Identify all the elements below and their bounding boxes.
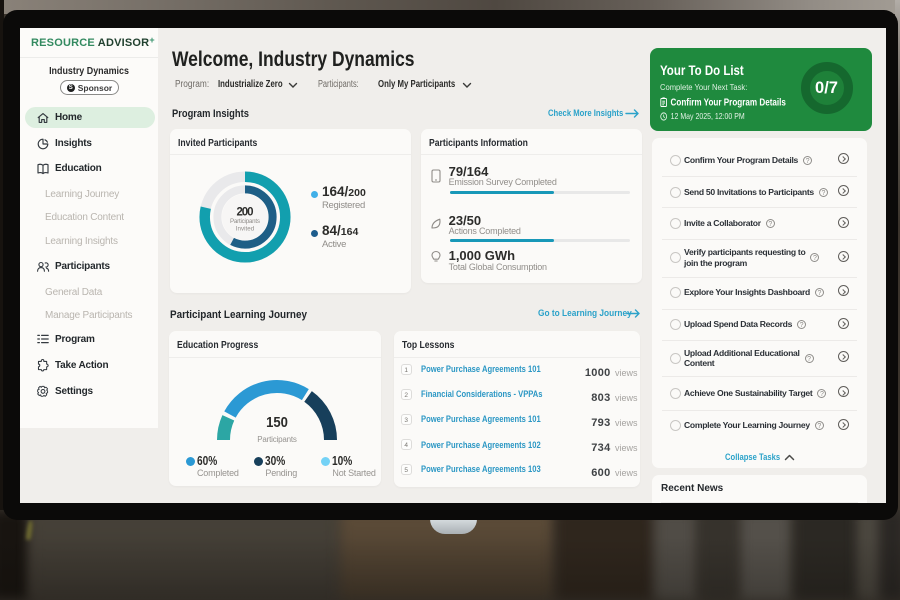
svg-text:Participants: Participants [230, 218, 260, 225]
svg-text:200: 200 [236, 206, 253, 218]
svg-text:Invited: Invited [235, 225, 254, 232]
